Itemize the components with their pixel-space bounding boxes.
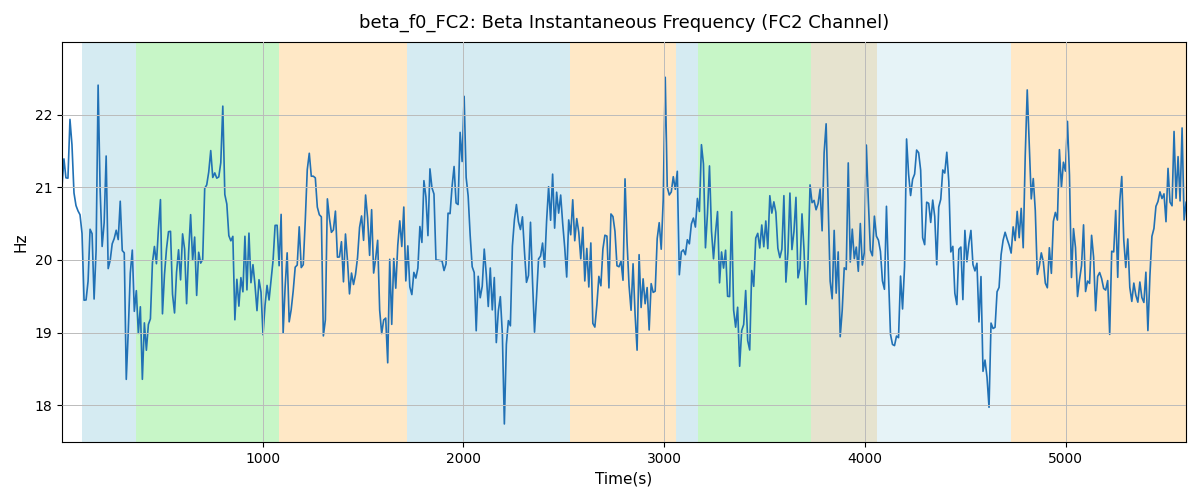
Bar <box>278 42 407 442</box>
Title: beta_f0_FC2: Beta Instantaneous Frequency (FC2 Channel): beta_f0_FC2: Beta Instantaneous Frequenc… <box>359 14 889 32</box>
Bar <box>1012 42 1186 442</box>
Bar <box>677 42 698 442</box>
Bar <box>82 42 136 442</box>
Bar <box>570 42 677 442</box>
X-axis label: Time(s): Time(s) <box>595 471 653 486</box>
Bar <box>407 42 570 442</box>
Y-axis label: Hz: Hz <box>14 232 29 252</box>
Bar <box>698 42 811 442</box>
Bar <box>811 42 877 442</box>
Bar <box>811 42 1012 442</box>
Bar <box>136 42 278 442</box>
